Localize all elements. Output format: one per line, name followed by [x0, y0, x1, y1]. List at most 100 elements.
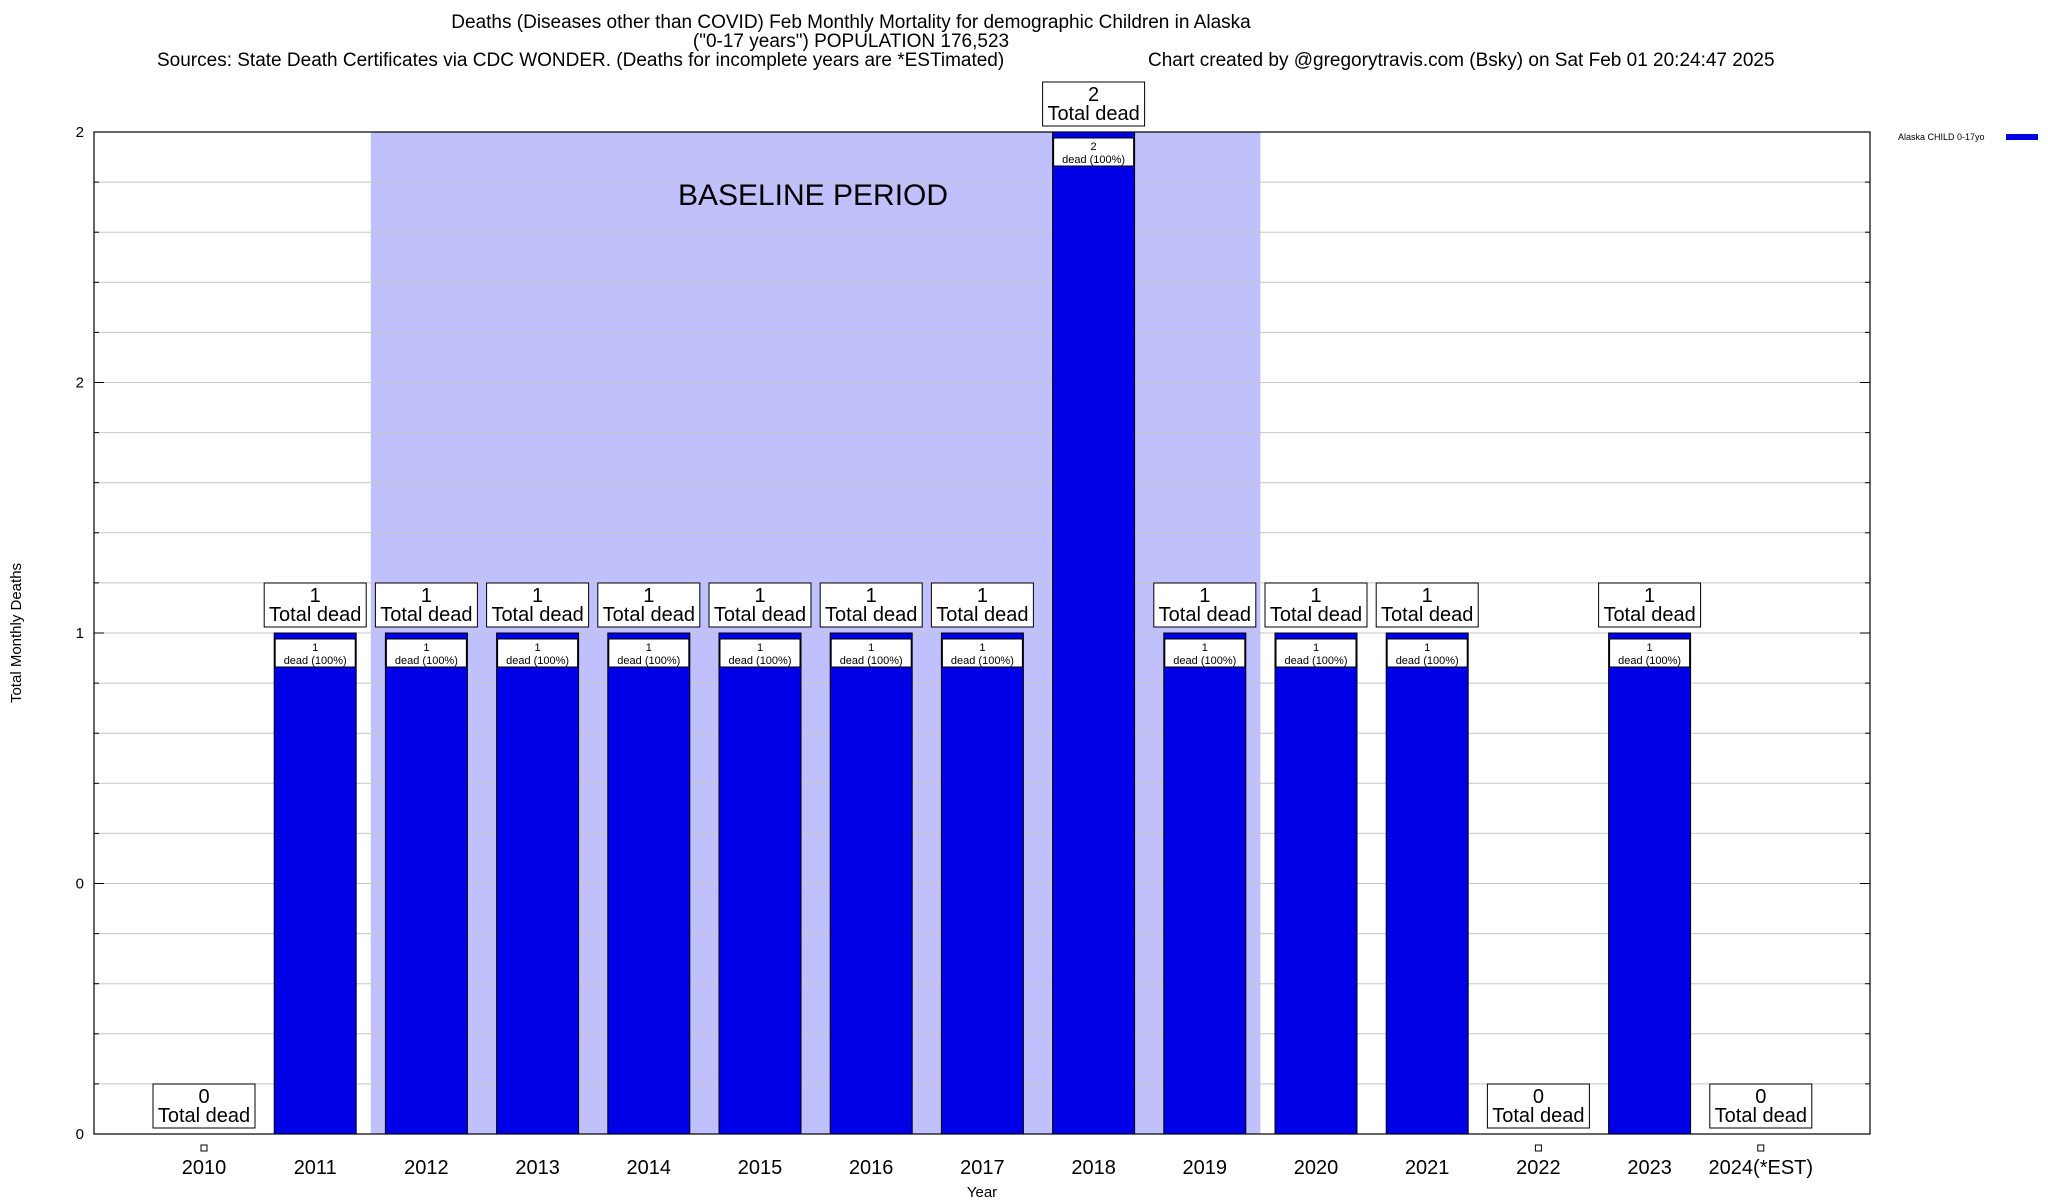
inner-label-value: 1 [868, 642, 874, 654]
zero-marker [1757, 1144, 1765, 1152]
x-tick-label: 2013 [515, 1157, 560, 1179]
bar [384, 632, 468, 1135]
inner-label-value: 1 [1424, 642, 1430, 654]
total-label-box [1709, 1083, 1813, 1129]
total-label-value: 1 [1199, 585, 1210, 607]
total-label-value: 1 [866, 585, 877, 607]
inner-label-box [1386, 638, 1468, 668]
bar [1385, 632, 1469, 1135]
total-label-box [152, 1083, 256, 1129]
inner-label-text: dead (100%) [729, 655, 792, 667]
legend-swatch [2006, 134, 2038, 140]
total-label-value: 1 [754, 585, 765, 607]
y-tick-label: 2 [76, 375, 84, 392]
inner-label-value: 1 [1647, 642, 1653, 654]
total-label-text: Total dead [825, 604, 917, 626]
inner-label-text: dead (100%) [284, 655, 347, 667]
total-label-value: 1 [1310, 585, 1321, 607]
inner-label-box [941, 638, 1023, 668]
bar [1274, 632, 1358, 1135]
x-axis-label: Year [967, 1184, 997, 1200]
bar [1163, 632, 1247, 1135]
inner-label-box [830, 638, 912, 668]
total-label-text: Total dead [380, 604, 472, 626]
inner-label-value: 1 [423, 642, 429, 654]
chart-title: Deaths (Diseases other than COVID) Feb M… [451, 12, 1251, 33]
zero-marker [1534, 1144, 1542, 1152]
x-tick-label: 2024(*EST) [1709, 1157, 1814, 1179]
x-tick-label: 2010 [182, 1157, 227, 1179]
total-label-box [486, 582, 590, 628]
total-label-text: Total dead [269, 604, 361, 626]
total-label-text: Total dead [158, 1105, 250, 1127]
total-label-text: Total dead [714, 604, 806, 626]
inner-label-text: dead (100%) [1173, 655, 1236, 667]
y-axis: 0 0 1 2 2 [76, 124, 1870, 1143]
bar [1052, 131, 1136, 1135]
bar [273, 632, 357, 1135]
total-label-box [1598, 582, 1702, 628]
inner-label-box [274, 638, 356, 668]
inner-label-box [1164, 638, 1246, 668]
bar [718, 632, 802, 1135]
x-tick-label: 2023 [1627, 1157, 1672, 1179]
chart-sources: Sources: State Death Certificates via CD… [157, 50, 1005, 71]
inner-label-text: dead (100%) [1062, 154, 1125, 166]
total-label-text: Total dead [1047, 103, 1139, 125]
total-label-value: 1 [977, 585, 988, 607]
inner-label-text: dead (100%) [840, 655, 903, 667]
total-label-text: Total dead [603, 604, 695, 626]
inner-label-box [1053, 137, 1135, 167]
y-tick-label: 1 [76, 625, 84, 642]
inner-label-text: dead (100%) [506, 655, 569, 667]
x-tick-label: 2015 [738, 1157, 783, 1179]
x-tick-label: 2016 [849, 1157, 894, 1179]
x-tick-label: 2019 [1183, 1157, 1228, 1179]
inner-label-box [1609, 638, 1691, 668]
x-tick-label: 2012 [404, 1157, 449, 1179]
inner-label-text: dead (100%) [1396, 655, 1459, 667]
total-label-value: 1 [310, 585, 321, 607]
inner-label-box [385, 638, 467, 668]
chart-credit: Chart created by @gregorytravis.com (Bsk… [1148, 50, 1775, 71]
total-label-value: 1 [1644, 585, 1655, 607]
total-label-box [930, 582, 1034, 628]
inner-label-box [497, 638, 579, 668]
bar [940, 632, 1024, 1135]
inner-label-value: 1 [979, 642, 985, 654]
inner-label-value: 1 [1313, 642, 1319, 654]
total-label-box [263, 582, 367, 628]
inner-label-value: 1 [646, 642, 652, 654]
y-tick-label: 0 [76, 876, 84, 893]
total-label-text: Total dead [936, 604, 1028, 626]
total-label-box [1153, 582, 1257, 628]
total-label-box [1375, 582, 1479, 628]
inner-label-text: dead (100%) [617, 655, 680, 667]
bar [496, 632, 580, 1135]
total-label-box [374, 582, 478, 628]
total-label-text: Total dead [1603, 604, 1695, 626]
x-tick-label: 2011 [294, 1157, 337, 1179]
inner-label-box [608, 638, 690, 668]
x-tick-label: 2022 [1516, 1157, 1561, 1179]
total-label-box [1042, 81, 1146, 127]
inner-label-value: 1 [757, 642, 763, 654]
baseline-label: BASELINE PERIOD [678, 179, 948, 212]
x-tick-label: 2014 [627, 1157, 672, 1179]
bar [829, 632, 913, 1135]
total-label-value: 0 [198, 1086, 209, 1108]
x-tick-label: 2017 [960, 1157, 1005, 1179]
inner-label-value: 1 [1202, 642, 1208, 654]
zero-marker [200, 1144, 208, 1152]
total-label-value: 0 [1533, 1086, 1544, 1108]
x-tick-label: 2020 [1294, 1157, 1339, 1179]
chart-subtitle: ("0-17 years") POPULATION 176,523 [692, 31, 1010, 52]
inner-label-box [1275, 638, 1357, 668]
total-label-text: Total dead [1492, 1105, 1584, 1127]
total-label-value: 1 [532, 585, 543, 607]
total-label-box [819, 582, 923, 628]
total-label-box [1486, 1083, 1590, 1129]
y-axis-label: Total Monthly Deaths [8, 563, 25, 703]
